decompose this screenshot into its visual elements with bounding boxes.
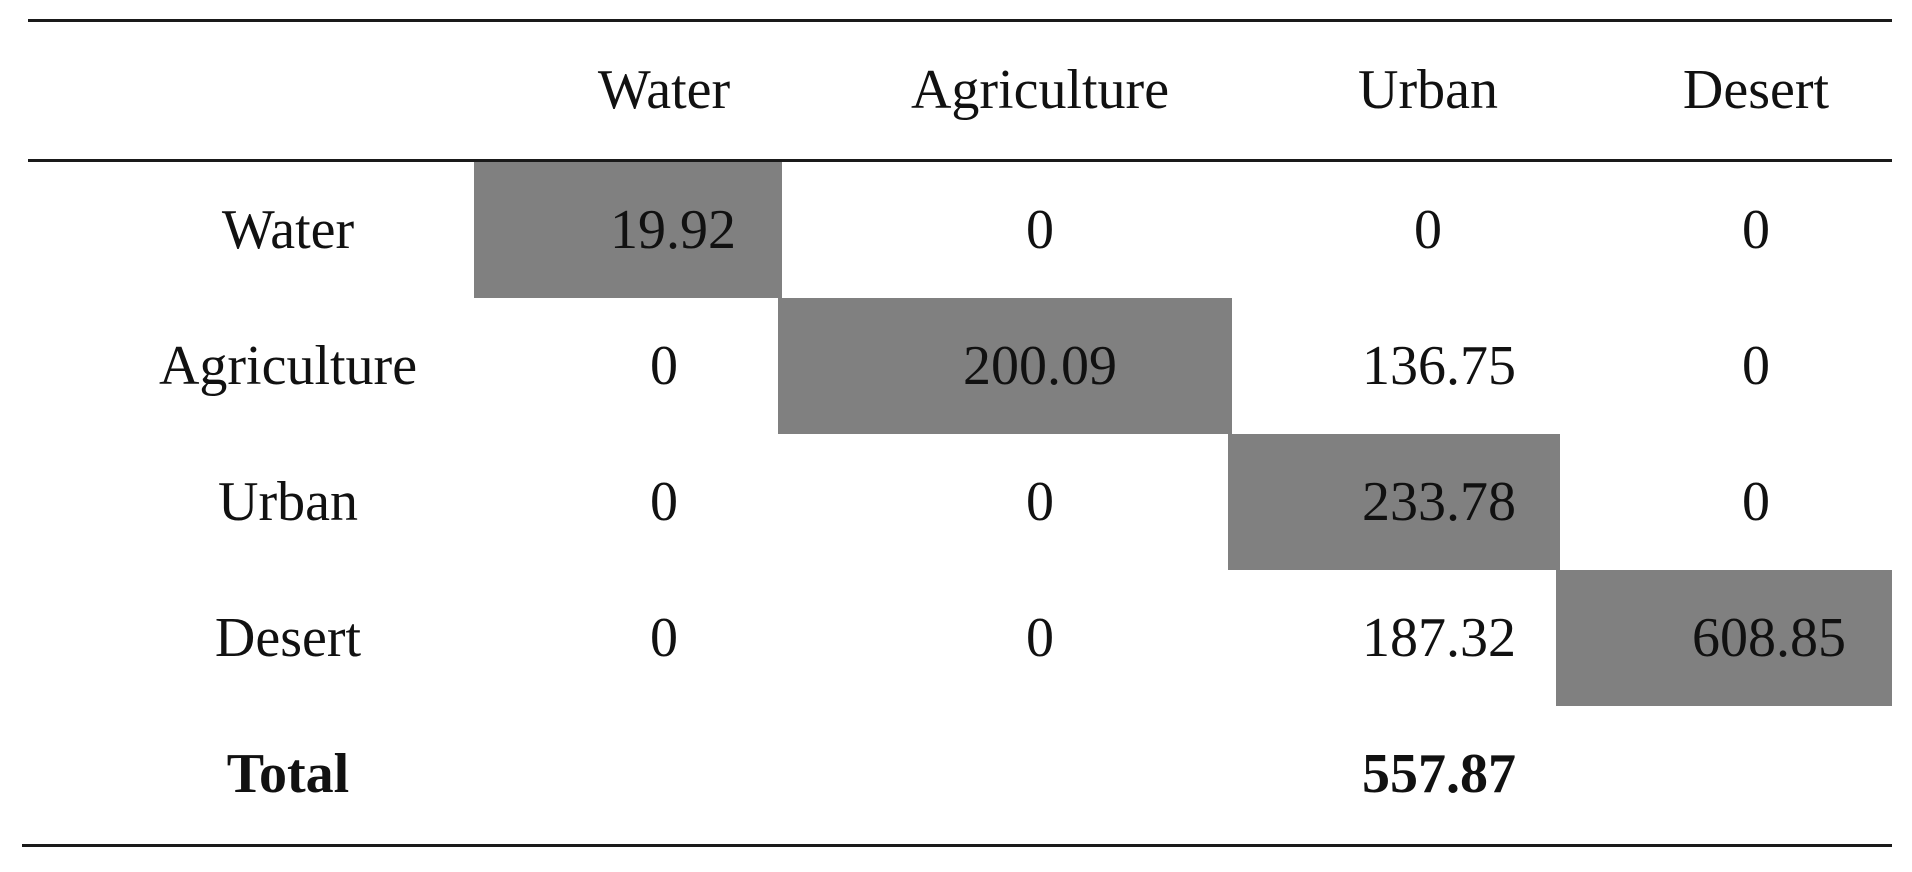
col-header-desert: Desert — [1682, 59, 1830, 121]
cell-agriculture-urban: 136.75 — [1362, 335, 1516, 397]
cell-desert-water: 0 — [650, 607, 678, 669]
total-label: Total — [226, 743, 350, 805]
cell-water-water: 19.92 — [610, 199, 736, 261]
row-label-water: Water — [221, 199, 355, 261]
cell-agriculture-agriculture: 200.09 — [963, 335, 1117, 397]
cell-water-agriculture: 0 — [1026, 199, 1054, 261]
highlight-water-water — [474, 162, 782, 298]
cell-desert-urban: 187.32 — [1362, 607, 1516, 669]
cell-agriculture-desert: 0 — [1742, 335, 1770, 397]
cell-water-urban: 0 — [1414, 199, 1442, 261]
top-rule — [28, 19, 1892, 22]
col-header-urban: Urban — [1358, 59, 1498, 121]
bottom-rule — [22, 844, 1892, 847]
cell-agriculture-water: 0 — [650, 335, 678, 397]
row-label-urban: Urban — [218, 471, 358, 533]
cell-urban-desert: 0 — [1742, 471, 1770, 533]
col-header-water: Water — [597, 59, 731, 121]
row-label-desert: Desert — [214, 607, 362, 669]
cell-water-desert: 0 — [1742, 199, 1770, 261]
row-label-agriculture: Agriculture — [158, 335, 418, 397]
cell-urban-agriculture: 0 — [1026, 471, 1054, 533]
cell-desert-desert: 608.85 — [1692, 607, 1846, 669]
cell-urban-urban: 233.78 — [1362, 471, 1516, 533]
highlight-urban-urban — [1228, 434, 1560, 570]
total-value-urban: 557.87 — [1362, 743, 1516, 805]
highlight-desert-desert — [1556, 570, 1892, 706]
cell-desert-agriculture: 0 — [1026, 607, 1054, 669]
highlight-agriculture-agriculture — [778, 298, 1232, 434]
cell-urban-water: 0 — [650, 471, 678, 533]
header-rule — [28, 159, 1892, 162]
col-header-agriculture: Agriculture — [910, 59, 1170, 121]
